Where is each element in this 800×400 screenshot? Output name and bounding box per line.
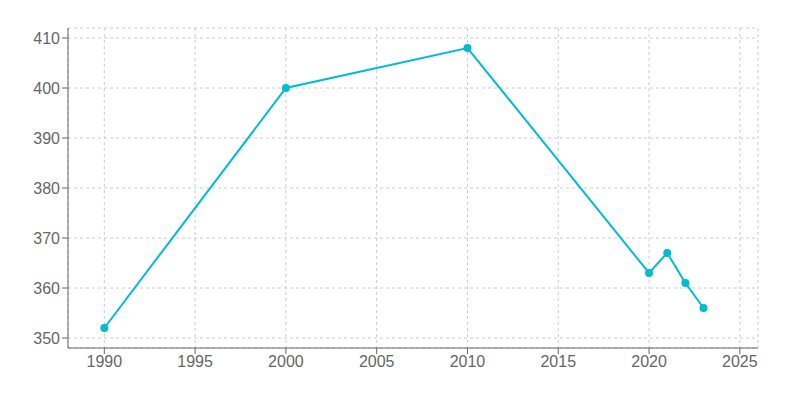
svg-text:350: 350: [33, 330, 60, 347]
svg-text:2000: 2000: [268, 353, 304, 370]
svg-text:380: 380: [33, 180, 60, 197]
svg-text:2010: 2010: [450, 353, 486, 370]
svg-text:2020: 2020: [631, 353, 667, 370]
svg-text:410: 410: [33, 30, 60, 47]
svg-text:2005: 2005: [359, 353, 395, 370]
svg-text:2015: 2015: [540, 353, 576, 370]
svg-text:2025: 2025: [722, 353, 758, 370]
svg-text:390: 390: [33, 130, 60, 147]
svg-text:1990: 1990: [87, 353, 123, 370]
svg-text:1995: 1995: [177, 353, 213, 370]
svg-text:400: 400: [33, 80, 60, 97]
svg-text:360: 360: [33, 280, 60, 297]
svg-text:370: 370: [33, 230, 60, 247]
